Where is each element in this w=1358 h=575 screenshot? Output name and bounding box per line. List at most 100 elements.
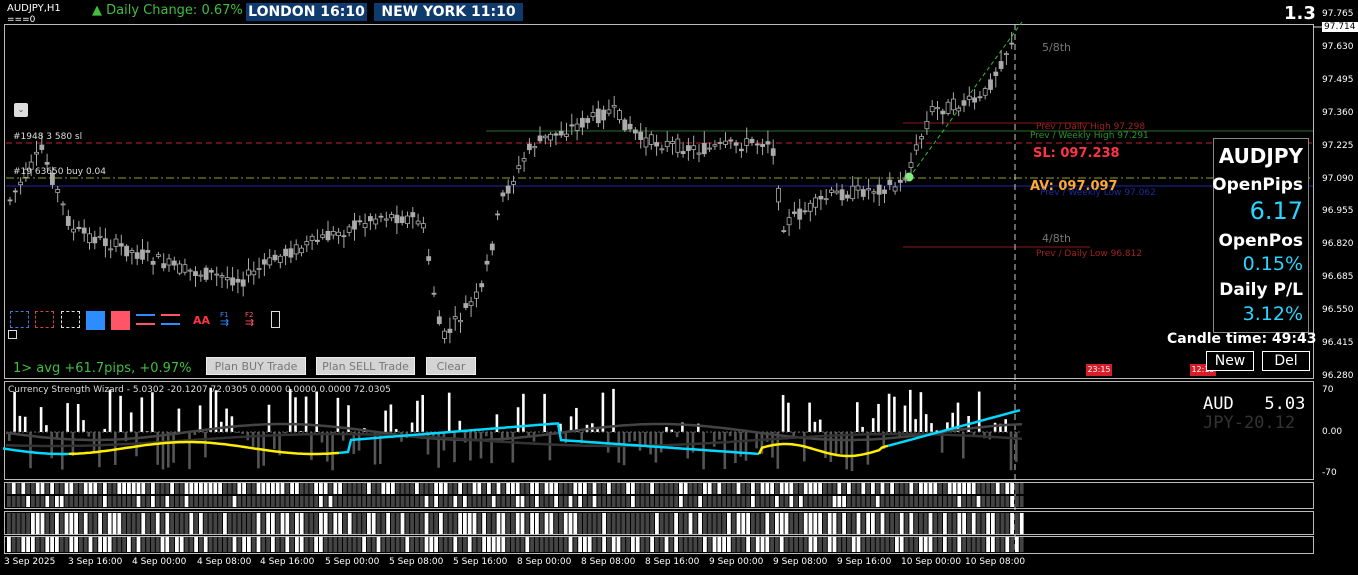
strength-bar bbox=[352, 432, 356, 454]
strength-bar bbox=[776, 432, 780, 469]
strength-strip-cell bbox=[376, 537, 381, 552]
strength-strip-cell bbox=[770, 537, 774, 552]
rectangle-red-outline-tool[interactable] bbox=[35, 311, 54, 328]
candle-body bbox=[760, 143, 765, 147]
hline-blue-red-tool[interactable] bbox=[136, 312, 155, 328]
strength-strip-cell bbox=[650, 496, 654, 507]
strength-strip-cell bbox=[1019, 483, 1024, 494]
strength-bar bbox=[543, 393, 546, 432]
strength-strip-cell bbox=[683, 496, 688, 507]
strength-strip-cell bbox=[347, 513, 352, 534]
strength-strip-cell bbox=[635, 537, 640, 552]
strength-strip-cell bbox=[122, 513, 126, 534]
strength-strip-cell bbox=[549, 483, 554, 494]
strength-strip-cell bbox=[535, 513, 539, 534]
candle-body bbox=[489, 243, 495, 251]
time-tick: 5 Sep 00:00 bbox=[325, 557, 380, 567]
candle-body bbox=[399, 216, 405, 224]
strength-strip-cell bbox=[376, 496, 381, 507]
strength-strip-cell bbox=[827, 496, 832, 507]
candle-body bbox=[654, 142, 659, 147]
strength-strip-cell bbox=[727, 496, 731, 507]
strength-strip-cell bbox=[688, 496, 693, 507]
strength-strip-cell bbox=[69, 483, 74, 494]
rectangle-blue-outline-tool[interactable] bbox=[10, 311, 29, 328]
strength-strip-cell bbox=[885, 537, 890, 552]
strength-strip-cell bbox=[866, 483, 870, 494]
strength-strip-cell bbox=[98, 513, 102, 534]
candle-body bbox=[155, 254, 161, 257]
plan-sell-button[interactable]: Plan SELL Trade bbox=[316, 357, 415, 375]
strength-strip-cell bbox=[962, 513, 966, 534]
strength-strip-cell bbox=[976, 496, 981, 507]
text-tool[interactable]: AA bbox=[193, 314, 211, 327]
strength-strip-cell bbox=[938, 496, 942, 507]
f2-tool[interactable]: F2 ⇉ bbox=[245, 311, 255, 329]
strength-strip-cell bbox=[117, 496, 122, 507]
new-button[interactable]: New bbox=[1206, 351, 1254, 371]
strength-strip-cell bbox=[856, 483, 861, 494]
del-button[interactable]: Del bbox=[1262, 351, 1310, 371]
strength-strip-cell bbox=[611, 496, 616, 507]
strength-strip-cell bbox=[1010, 513, 1014, 534]
strength-strip-cell bbox=[621, 496, 626, 507]
strength-strip-cell bbox=[746, 537, 750, 552]
strength-strip-cell bbox=[50, 496, 54, 507]
strength-strip-cell bbox=[232, 537, 237, 552]
strength-strip-cell bbox=[827, 537, 832, 552]
strength-strip-cell bbox=[794, 537, 798, 552]
candle-body bbox=[39, 144, 45, 150]
strength-bar bbox=[151, 392, 154, 432]
candle-body bbox=[50, 172, 55, 185]
time-tick: 9 Sep 00:00 bbox=[709, 557, 764, 567]
strength-strip-cell bbox=[429, 496, 434, 507]
candle-body bbox=[251, 270, 257, 276]
strength-strip-cell bbox=[83, 496, 88, 507]
strength-strip-cell bbox=[309, 483, 314, 494]
f1-tool[interactable]: F1 ⇉ bbox=[220, 311, 230, 329]
strength-bar bbox=[569, 416, 573, 432]
hline-red-blue-tool[interactable] bbox=[161, 312, 180, 328]
strength-bar bbox=[622, 432, 626, 466]
strength-strip-cell bbox=[98, 537, 102, 552]
strength-strip-cell bbox=[544, 496, 549, 507]
candle-tool-icon[interactable] bbox=[271, 311, 280, 328]
strength-strip-cell bbox=[847, 483, 851, 494]
strength-strip-cell bbox=[909, 483, 914, 494]
plan-buy-button[interactable]: Plan BUY Trade bbox=[206, 357, 306, 375]
strength-strip-cell bbox=[659, 513, 664, 534]
strength-strip-cell bbox=[127, 537, 131, 552]
strength-bar bbox=[887, 393, 891, 432]
candle-body bbox=[929, 106, 935, 113]
strength-bar bbox=[739, 432, 742, 457]
strength-strip-cell bbox=[520, 496, 525, 507]
strength-strip-cell bbox=[659, 483, 664, 494]
strength-strip-cell bbox=[717, 483, 722, 494]
strength-strip-cell bbox=[506, 483, 510, 494]
chevron-down-icon[interactable]: ⌄ bbox=[14, 103, 28, 117]
clear-button[interactable]: Clear bbox=[426, 357, 476, 375]
aud-smooth-line bbox=[5, 422, 1023, 442]
strength-bar bbox=[850, 432, 854, 472]
strength-strip-cell bbox=[592, 483, 597, 494]
strength-bar bbox=[156, 432, 159, 465]
strength-strip-cell bbox=[751, 496, 755, 507]
strength-strip-cell bbox=[871, 483, 875, 494]
strength-strip-cell bbox=[439, 537, 443, 552]
rectangle-white-outline-tool[interactable] bbox=[61, 311, 80, 328]
strength-strip-cell bbox=[343, 513, 347, 534]
strength-strip-cell bbox=[242, 483, 246, 494]
rectangle-blue-fill-tool[interactable] bbox=[86, 311, 105, 330]
strength-strip-cell bbox=[189, 513, 194, 534]
strength-strip-cell bbox=[256, 483, 261, 494]
strength-bar bbox=[612, 388, 615, 432]
strength-bar bbox=[808, 402, 811, 432]
strength-strip-cell bbox=[919, 513, 923, 534]
strength-strip-cell bbox=[842, 496, 846, 507]
checkbox[interactable] bbox=[8, 330, 17, 339]
strength-strip-cell bbox=[477, 483, 482, 494]
rectangle-red-fill-tool[interactable] bbox=[111, 311, 130, 330]
strength-strip-cell bbox=[419, 513, 424, 534]
strength-strip-cell bbox=[875, 513, 880, 534]
